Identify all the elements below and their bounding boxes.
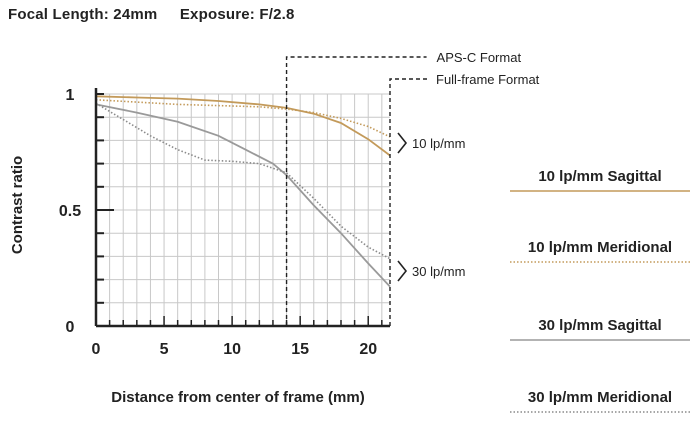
- legend-label-4: 30 lp/mm Meridional: [528, 389, 672, 406]
- group-10-label: 10 lp/mm: [412, 136, 465, 151]
- group-30-bracket: [397, 260, 408, 282]
- chart-series: [95, 95, 391, 288]
- exposure-label: Exposure: F/2.8: [179, 6, 295, 23]
- x-tick-label: 10: [223, 341, 241, 358]
- fullframe-format-line: [389, 78, 428, 326]
- chart-axes: [94, 88, 390, 328]
- x-axis-title: Distance from center of frame (mm): [111, 389, 364, 406]
- legend-label-1: 10 lp/mm Sagittal: [538, 168, 661, 185]
- apsc-format-label: APS-C Format: [437, 50, 522, 65]
- chart-header: Focal Length: 24mm Exposure: F/2.8: [8, 6, 313, 23]
- x-tick-label: 20: [359, 341, 377, 358]
- legend-label-3: 30 lp/mm Sagittal: [538, 317, 661, 334]
- series-line-3: [95, 103, 391, 288]
- chart-legend: 10 lp/mm Sagittal 10 lp/mm Meridional 30 l…: [510, 168, 690, 413]
- y-tick-label: 0.5: [59, 203, 81, 220]
- x-tick-label: 15: [291, 341, 309, 358]
- series-line-4: [95, 102, 391, 260]
- series-line-1: [95, 95, 391, 157]
- y-tick-label: 1: [66, 87, 75, 104]
- group-10-bracket: [397, 132, 408, 154]
- x-tick-label: 5: [160, 341, 169, 358]
- x-tick-label: 0: [92, 341, 101, 358]
- chart-grid: [96, 93, 390, 326]
- y-tick-label: 0: [66, 319, 75, 336]
- legend-label-2: 10 lp/mm Meridional: [528, 239, 672, 256]
- apsc-format-line: [285, 56, 427, 326]
- y-axis-title: Contrast ratio: [9, 156, 26, 254]
- series-line-2: [95, 99, 391, 138]
- chart-annotations: APS-C Format Full-frame Format 10 lp/mm 30 …: [285, 50, 540, 326]
- focal-length-label: Focal Length: 24mm: [8, 6, 158, 23]
- group-30-label: 30 lp/mm: [412, 264, 465, 279]
- fullframe-format-label: Full-frame Format: [436, 72, 540, 87]
- chart-ticks: 00.510 5 10 15 20: [59, 87, 383, 358]
